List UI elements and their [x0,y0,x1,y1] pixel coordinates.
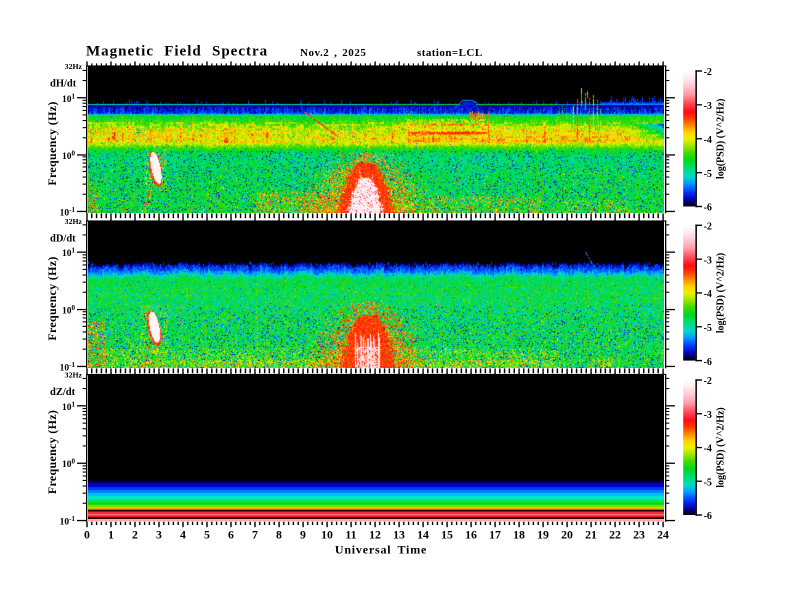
svg-text:log(PSD) (V^2/Hz): log(PSD) (V^2/Hz) [716,99,727,180]
svg-text:-3: -3 [704,255,712,266]
svg-text:-5: -5 [704,477,712,488]
svg-text:17: 17 [489,528,501,542]
svg-text:Universal Time: Universal Time [335,543,427,557]
svg-text:15: 15 [441,528,453,542]
svg-text:-4: -4 [704,444,712,455]
svg-text:log(PSD) (V^2/Hz): log(PSD) (V^2/Hz) [716,407,727,488]
svg-text:8: 8 [276,528,282,542]
svg-text:Magnetic Field Spectra: Magnetic Field Spectra [86,44,268,60]
svg-text:-6: -6 [704,357,712,368]
svg-text:32Hz: 32Hz [65,62,83,71]
svg-text:13: 13 [393,528,405,542]
svg-text:Frequency (Hz): Frequency (Hz) [45,410,59,494]
svg-text:16: 16 [465,528,477,542]
svg-text:-4: -4 [704,135,712,146]
svg-text:19: 19 [537,528,549,542]
svg-text:-6: -6 [704,511,712,522]
svg-text:-2: -2 [704,67,712,78]
svg-text:-4: -4 [704,289,712,300]
svg-text:0: 0 [84,528,90,542]
svg-text:21: 21 [585,528,597,542]
svg-text:9: 9 [300,528,306,542]
svg-text:20: 20 [561,528,573,542]
svg-text:station=LCL: station=LCL [417,47,483,59]
svg-text:32Hz: 32Hz [65,217,83,226]
svg-text:Nov.2 , 2025: Nov.2 , 2025 [300,47,366,59]
svg-text:dH/dt: dH/dt [50,79,77,90]
svg-text:5: 5 [204,528,210,542]
svg-text:log(PSD) (V^2/Hz): log(PSD) (V^2/Hz) [716,253,727,334]
svg-text:14: 14 [417,528,429,542]
svg-text:Frequency (Hz): Frequency (Hz) [45,101,59,185]
svg-text:-6: -6 [704,203,712,214]
svg-text:4: 4 [180,528,186,542]
svg-text:11: 11 [345,528,356,542]
svg-text:24: 24 [657,528,669,542]
svg-text:-5: -5 [704,323,712,334]
svg-text:2: 2 [132,528,138,542]
svg-text:-2: -2 [704,222,712,233]
svg-text:-5: -5 [704,169,712,180]
svg-text:18: 18 [513,528,525,542]
svg-text:-2: -2 [704,376,712,387]
svg-text:12: 12 [369,528,381,542]
svg-text:10: 10 [321,528,333,542]
svg-text:32Hz: 32Hz [65,371,83,380]
svg-text:dZ/dt: dZ/dt [50,387,76,398]
svg-text:1: 1 [108,528,114,542]
svg-text:-3: -3 [704,410,712,421]
svg-text:-3: -3 [704,101,712,112]
svg-text:23: 23 [633,528,645,542]
svg-text:Frequency (Hz): Frequency (Hz) [45,256,59,340]
svg-text:6: 6 [228,528,234,542]
svg-text:dD/dt: dD/dt [50,234,76,245]
svg-text:22: 22 [609,528,621,542]
svg-text:3: 3 [156,528,162,542]
svg-text:7: 7 [252,528,258,542]
